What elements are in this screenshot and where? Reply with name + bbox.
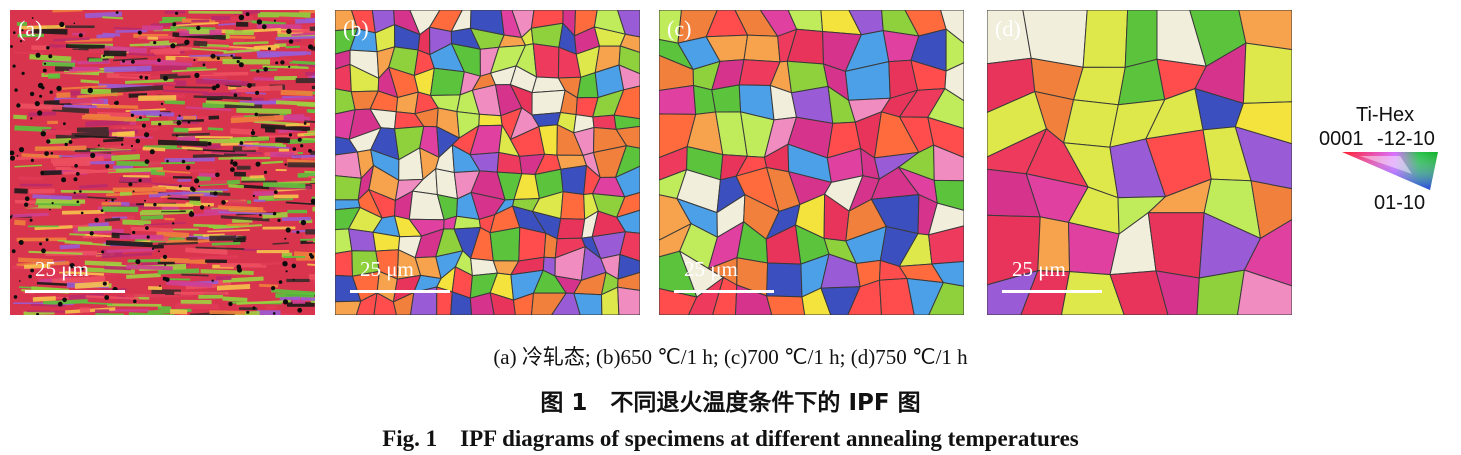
scale-bar-label: 25 μm <box>360 257 414 281</box>
legend-corner-01-10: 01-10 <box>1374 192 1426 214</box>
panel-label: (a) <box>18 16 43 41</box>
scale-bar: 25 μm <box>25 257 125 297</box>
legend-corner-0001: 0001 <box>1319 128 1364 150</box>
ipf-map-d: (d) 25 μm <box>987 10 1292 315</box>
scale-bar: 25 μm <box>350 257 450 297</box>
ipf-color-key-legend: Ti-Hex 0001 -12-10 01-10 <box>1316 100 1456 220</box>
scale-bar-label: 25 μm <box>1012 257 1066 281</box>
ipf-map-a: (a) 25 μm <box>10 10 315 315</box>
ipf-grain-image <box>659 10 964 315</box>
panel-label: (d) <box>995 16 1021 41</box>
panel-label: (c) <box>667 16 692 41</box>
ipf-grain-image <box>987 10 1292 315</box>
figure-caption-english: Fig. 1 IPF diagrams of specimens at diff… <box>382 426 1079 451</box>
scale-bar-line <box>1002 290 1102 293</box>
scale-bar-line <box>350 290 450 293</box>
scale-bar-label: 25 μm <box>35 257 89 281</box>
scale-bar: 25 μm <box>674 257 774 297</box>
ipf-map-b: (b) 25 μm <box>335 10 640 315</box>
scale-bar: 25 μm <box>1002 257 1102 297</box>
legend-corner-12-10: -12-10 <box>1377 128 1435 150</box>
legend-title: Ti-Hex <box>1356 104 1415 126</box>
scale-bar-label: 25 μm <box>684 257 738 281</box>
figure-caption-chinese: 图 1 不同退火温度条件下的 IPF 图 <box>540 390 921 416</box>
color-key-triangle-icon <box>1342 152 1438 190</box>
ipf-grain-image <box>335 10 640 315</box>
panel-label: (b) <box>343 16 369 41</box>
ipf-map-c: (c) 25 μm <box>659 10 964 315</box>
scale-bar-line <box>25 290 125 293</box>
scale-bar-line <box>674 290 774 293</box>
ipf-grain-image <box>10 10 315 315</box>
figure-subcaption: (a) 冷轧态; (b)650 ℃/1 h; (c)700 ℃/1 h; (d)… <box>493 345 968 369</box>
